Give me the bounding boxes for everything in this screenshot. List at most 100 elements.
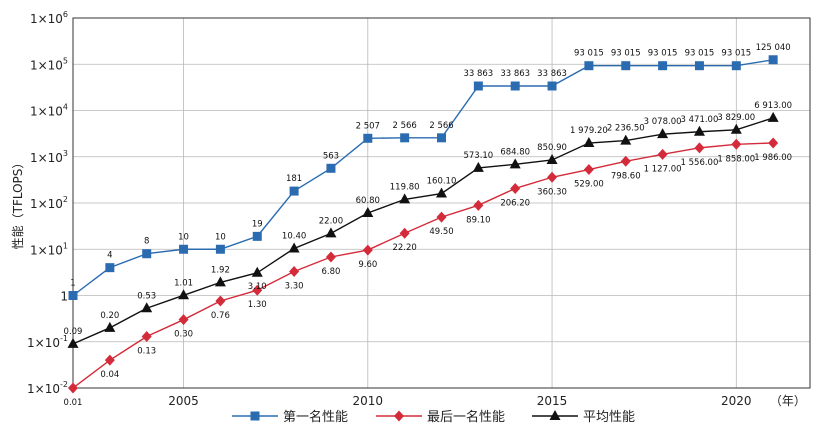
data-point bbox=[436, 211, 447, 223]
data-label: 93 015 bbox=[721, 49, 751, 59]
data-point bbox=[289, 266, 300, 278]
y-tick-label: 1×102 bbox=[30, 195, 68, 211]
data-label: 22.00 bbox=[319, 216, 343, 226]
data-point bbox=[472, 161, 484, 172]
data-label: 6 913.00 bbox=[754, 101, 792, 111]
data-label: 1.01 bbox=[174, 278, 193, 288]
data-label: 1 858.00 bbox=[717, 154, 755, 164]
data-point bbox=[178, 289, 190, 300]
data-point bbox=[325, 251, 336, 263]
data-label: 22.20 bbox=[392, 243, 416, 253]
data-label: 0.13 bbox=[137, 346, 156, 356]
data-point bbox=[768, 137, 779, 149]
x-tick-label: 2015 bbox=[537, 394, 568, 408]
data-label: 850.90 bbox=[537, 143, 567, 153]
data-point bbox=[325, 227, 337, 238]
data-label: 4 bbox=[107, 251, 112, 261]
data-point bbox=[730, 123, 742, 134]
y-tick-label: 1×10-2 bbox=[27, 380, 68, 396]
data-label: 0.09 bbox=[64, 327, 83, 337]
data-label: 6.80 bbox=[321, 267, 340, 277]
data-point bbox=[658, 61, 668, 71]
series-line bbox=[72, 59, 774, 297]
data-point bbox=[141, 302, 153, 313]
data-label: 0.53 bbox=[137, 291, 156, 301]
data-point bbox=[251, 266, 263, 277]
data-point bbox=[694, 61, 704, 71]
data-point bbox=[510, 182, 521, 194]
data-point bbox=[105, 263, 115, 273]
data-point bbox=[104, 321, 116, 332]
data-point bbox=[362, 244, 373, 256]
data-label: 1 979.20 bbox=[570, 126, 608, 136]
data-point bbox=[583, 164, 594, 176]
data-label: 160.10 bbox=[427, 177, 457, 187]
data-label: 60.80 bbox=[356, 196, 380, 206]
data-label: 8 bbox=[144, 237, 149, 247]
data-label: 93 015 bbox=[574, 49, 604, 59]
data-label: 573.10 bbox=[463, 151, 493, 161]
legend-label: 平均性能 bbox=[583, 410, 635, 425]
data-label: 181 bbox=[286, 174, 302, 184]
data-label: 2 566 bbox=[429, 121, 453, 131]
y-tick-label: 1×104 bbox=[30, 103, 68, 119]
data-point bbox=[68, 291, 78, 300]
data-point bbox=[142, 249, 152, 259]
data-label: 2 507 bbox=[356, 121, 380, 131]
data-point bbox=[215, 244, 225, 254]
data-point bbox=[509, 158, 521, 169]
data-point bbox=[620, 155, 631, 167]
data-label: 0.04 bbox=[100, 370, 119, 380]
data-point bbox=[621, 61, 631, 71]
data-label: 93 015 bbox=[611, 49, 641, 59]
data-point bbox=[104, 354, 115, 366]
data-point bbox=[399, 193, 411, 204]
data-point bbox=[693, 125, 705, 136]
y-tick-label: 1×103 bbox=[30, 149, 68, 165]
data-label: 0.01 bbox=[64, 398, 83, 408]
data-label: 1 986.00 bbox=[754, 153, 792, 163]
data-label: 2 566 bbox=[392, 121, 416, 131]
legend-marker bbox=[394, 410, 404, 422]
data-label: 119.80 bbox=[390, 182, 420, 192]
data-point bbox=[289, 186, 299, 196]
x-tick-label: 2005 bbox=[168, 394, 199, 408]
data-point bbox=[731, 61, 741, 71]
series-line bbox=[72, 117, 774, 345]
data-label: 1 556.00 bbox=[681, 158, 719, 168]
data-point bbox=[326, 163, 336, 173]
x-tick-label: 2010 bbox=[353, 394, 384, 408]
data-label: 360.30 bbox=[537, 187, 567, 197]
data-label: 529.00 bbox=[574, 180, 604, 190]
data-label: 0.20 bbox=[100, 311, 119, 321]
data-label: 1 127.00 bbox=[644, 164, 682, 174]
y-tick-label: 1 bbox=[60, 290, 68, 304]
data-point bbox=[179, 244, 189, 254]
data-label: 206.20 bbox=[500, 198, 530, 208]
legend-label: 第一名性能 bbox=[283, 409, 348, 425]
y-tick-label: 1×105 bbox=[30, 56, 68, 72]
data-point bbox=[583, 137, 595, 148]
data-point bbox=[400, 133, 410, 143]
data-label: 93 015 bbox=[648, 49, 678, 59]
data-point bbox=[510, 81, 520, 91]
data-point bbox=[694, 142, 705, 154]
data-label: 0.76 bbox=[211, 311, 230, 321]
data-label: 10.40 bbox=[282, 231, 306, 241]
data-label: 3 471.00 bbox=[681, 115, 719, 125]
plot-frame bbox=[72, 17, 811, 389]
data-label: 10 bbox=[215, 232, 226, 242]
data-point bbox=[252, 284, 263, 296]
x-tick-label: 2020 bbox=[721, 394, 752, 408]
data-label: 798.60 bbox=[611, 171, 641, 181]
data-point bbox=[547, 81, 557, 91]
data-point bbox=[620, 134, 632, 145]
data-point bbox=[252, 231, 262, 241]
data-label: 125 040 bbox=[756, 43, 791, 53]
data-label: 3.30 bbox=[285, 282, 304, 292]
data-label: 1.92 bbox=[211, 265, 230, 275]
x-unit-label: （年） bbox=[770, 394, 806, 408]
data-point bbox=[473, 81, 483, 91]
data-point bbox=[657, 128, 669, 139]
